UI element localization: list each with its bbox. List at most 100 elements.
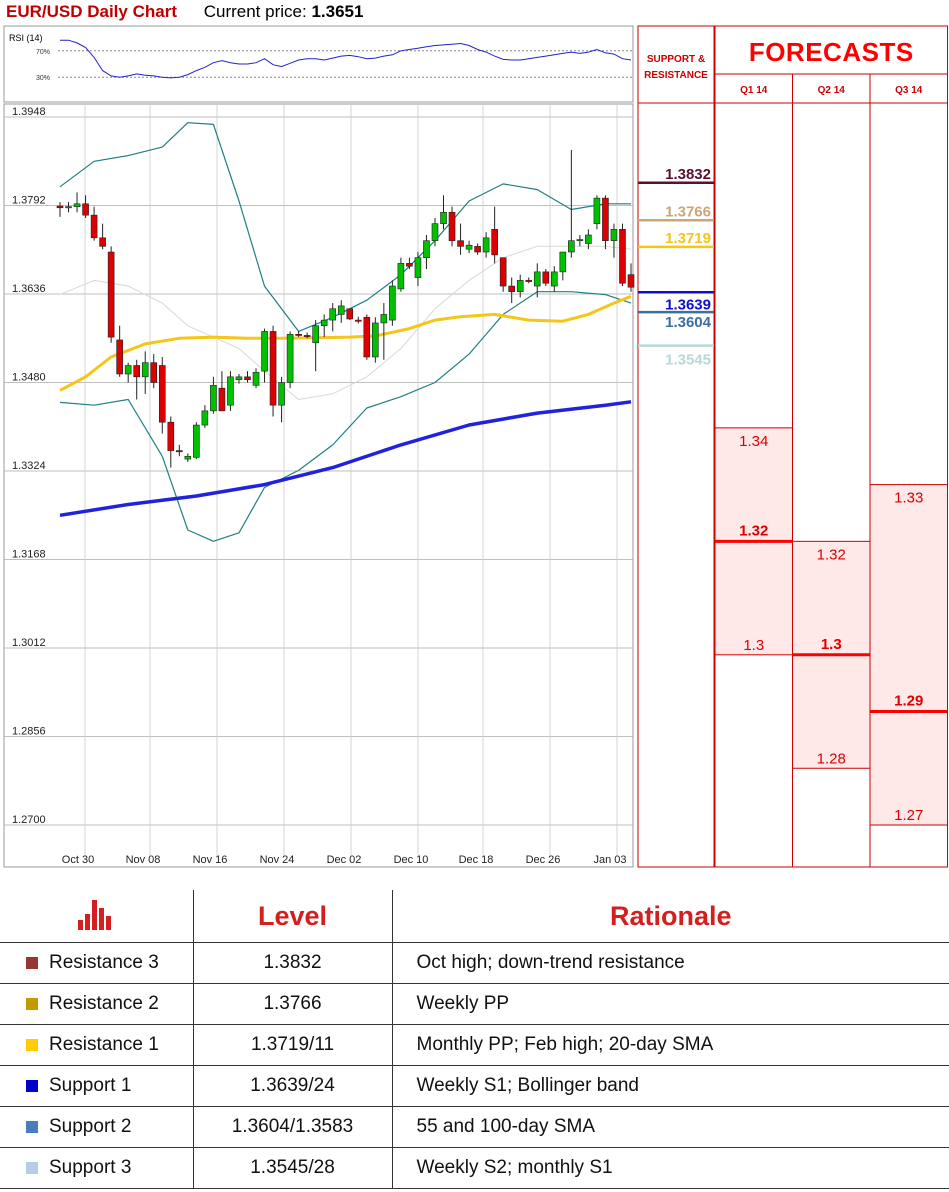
x-tick-label: Nov 24 — [260, 854, 295, 866]
y-tick-label: 1.3012 — [12, 637, 46, 649]
candle-body — [286, 333, 294, 383]
sr-column — [637, 25, 715, 868]
candle-body — [542, 271, 550, 284]
current-price-value: 1.3651 — [311, 2, 364, 21]
x-tick-label: Oct 30 — [62, 854, 94, 866]
level-name: Support 3 — [0, 1147, 194, 1189]
sr-level-label: 1.3766 — [665, 203, 711, 220]
candle-body — [363, 316, 371, 358]
candle-body — [65, 206, 72, 209]
level-swatch — [26, 1080, 38, 1092]
candle-body — [90, 214, 98, 239]
forecast-high-label: 1.34 — [739, 433, 768, 450]
forecast-low-label: 1.27 — [894, 807, 923, 824]
sr-header-line2: RESISTANCE — [644, 70, 708, 81]
candle-body — [533, 271, 541, 287]
candle-body — [440, 212, 447, 224]
candle-body — [269, 331, 277, 406]
table-row: Support 3 1.3545/28 Weekly S2; monthly S1 — [0, 1147, 949, 1189]
sr-level-label: 1.3719 — [665, 230, 711, 247]
candle-body — [482, 237, 490, 253]
level-swatch — [26, 957, 38, 969]
candle-body — [235, 376, 243, 380]
candle-body — [491, 229, 498, 256]
forecast-mid-label: 1.29 — [894, 693, 923, 710]
sma-fast-line — [59, 294, 632, 392]
level-name: Resistance 3 — [0, 942, 194, 984]
candle-body — [329, 308, 337, 321]
candle-body — [499, 257, 507, 287]
y-tick-label: 1.2856 — [12, 726, 46, 738]
table-row: Resistance 2 1.3766 Weekly PP — [0, 983, 949, 1025]
current-price-label: Current price: — [203, 2, 307, 21]
candle-body — [406, 263, 413, 267]
candle-body — [303, 335, 311, 337]
forecast-quarter-label: Q3 14 — [895, 85, 923, 96]
x-tick-label: Dec 10 — [394, 854, 429, 866]
sma-slow-line — [59, 400, 632, 518]
level-rationale: Weekly PP — [392, 983, 949, 1025]
rsi-30-label: 30% — [36, 75, 50, 82]
candle-body — [431, 223, 439, 241]
candle-body — [82, 203, 89, 216]
level-value: 1.3766 — [193, 983, 393, 1025]
level-swatch — [26, 998, 38, 1010]
level-swatch — [26, 1039, 38, 1051]
candle-body — [56, 205, 64, 209]
candle-body — [346, 308, 354, 320]
candle-body — [218, 387, 226, 412]
candle-body — [320, 319, 328, 327]
candle-body — [576, 239, 584, 242]
level-name-text: Resistance 1 — [49, 1034, 159, 1055]
y-tick-label: 1.2700 — [12, 814, 46, 826]
candle-body — [176, 450, 183, 453]
level-name: Support 1 — [0, 1065, 194, 1107]
candle-body — [389, 285, 396, 321]
level-rationale: 55 and 100-day SMA — [392, 1106, 949, 1148]
candle-body — [423, 240, 430, 258]
y-tick-label: 1.3792 — [12, 195, 46, 207]
sr-level-label: 1.3545 — [665, 352, 711, 369]
candle-body — [261, 331, 268, 372]
forecast-mid-label: 1.32 — [739, 522, 768, 539]
level-name: Resistance 1 — [0, 1024, 194, 1066]
x-tick-label: Nov 16 — [193, 854, 228, 866]
candle-body — [133, 365, 141, 378]
bar-chart-icon — [78, 899, 112, 930]
level-value: 1.3719/11 — [193, 1024, 393, 1066]
forecast-quarter-label: Q1 14 — [740, 85, 768, 96]
candle-body — [525, 280, 533, 282]
candle-body — [167, 421, 175, 451]
candle-body — [107, 251, 115, 338]
chart-header: EUR/USD Daily Chart Current price: 1.365… — [6, 0, 363, 24]
x-tick-label: Dec 02 — [327, 854, 362, 866]
sr-level-label: 1.3832 — [665, 166, 711, 183]
level-name: Resistance 2 — [0, 983, 194, 1025]
levels-table: Level Rationale Resistance 3 1.3832 Oct hi… — [0, 890, 949, 1189]
forecast-low-label: 1.28 — [817, 750, 846, 767]
table-row: Resistance 3 1.3832 Oct high; down-trend r… — [0, 942, 949, 984]
level-rationale: Weekly S1; Bollinger band — [392, 1065, 949, 1107]
header-icon-cell — [0, 890, 194, 943]
candle-body — [116, 339, 123, 375]
forecast-mid-label: 1.3 — [821, 636, 842, 653]
level-rationale: Monthly PP; Feb high; 20-day SMA — [392, 1024, 949, 1066]
level-name-text: Support 3 — [49, 1157, 132, 1178]
candle-body — [380, 314, 388, 324]
x-tick-label: Dec 18 — [459, 854, 494, 866]
candle-body — [244, 376, 251, 380]
sr-level-label: 1.3604 — [665, 314, 712, 331]
sr-header-line1: SUPPORT & — [647, 54, 705, 65]
candle-body — [227, 376, 234, 406]
level-value: 1.3639/24 — [193, 1065, 393, 1107]
level-value: 1.3604/1.3583 — [193, 1106, 393, 1148]
rationale-header: Rationale — [392, 890, 949, 943]
chart-title: EUR/USD Daily Chart — [6, 2, 177, 21]
forecast-quarter-label: Q2 14 — [818, 85, 846, 96]
y-tick-label: 1.3324 — [12, 460, 46, 472]
candle-body — [619, 229, 626, 284]
candle-body — [312, 325, 319, 344]
candle-body — [295, 333, 302, 336]
sr-level-label: 1.3639 — [665, 296, 711, 313]
candle-body — [150, 362, 158, 383]
